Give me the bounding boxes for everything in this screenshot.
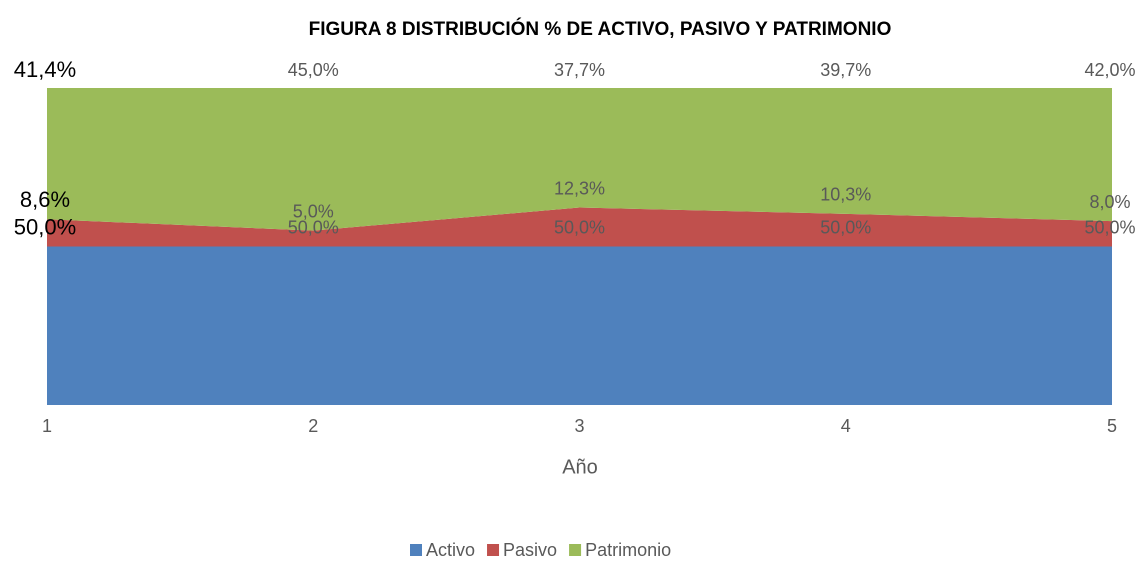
chart-title: FIGURA 8 DISTRIBUCIÓN % DE ACTIVO, PASIV… <box>309 18 892 40</box>
data-label: 42,0% <box>1084 60 1135 80</box>
data-label: 50,0% <box>820 217 871 237</box>
data-label: 50,0% <box>1084 217 1135 237</box>
x-axis-label: Año <box>562 456 598 478</box>
x-tick-label: 1 <box>42 416 52 436</box>
area <box>47 207 1112 247</box>
area <box>47 246 1112 405</box>
data-label: 8,0% <box>1089 192 1130 212</box>
legend-label: Pasivo <box>503 540 557 560</box>
x-tick-label: 5 <box>1107 416 1117 436</box>
data-label: 50,0% <box>288 217 339 237</box>
data-label: 41,4% <box>14 57 76 82</box>
x-tick-label: 3 <box>574 416 584 436</box>
data-label: 5,0% <box>293 201 334 221</box>
legend-label: Patrimonio <box>585 540 671 560</box>
data-label: 12,3% <box>554 178 605 198</box>
data-label: 39,7% <box>820 60 871 80</box>
data-label: 37,7% <box>554 60 605 80</box>
data-label: 50,0% <box>14 214 76 239</box>
data-label: 45,0% <box>288 60 339 80</box>
legend-swatch <box>487 544 500 556</box>
x-tick-label: 4 <box>841 416 851 436</box>
area <box>47 88 1112 231</box>
data-label: 8,6% <box>20 187 70 212</box>
data-label: 50,0% <box>554 217 605 237</box>
legend-swatch <box>410 544 422 556</box>
data-label: 10,3% <box>820 185 871 205</box>
legend-label: Activo <box>426 540 475 560</box>
legend-swatch <box>569 544 582 556</box>
x-tick-label: 2 <box>308 416 318 436</box>
